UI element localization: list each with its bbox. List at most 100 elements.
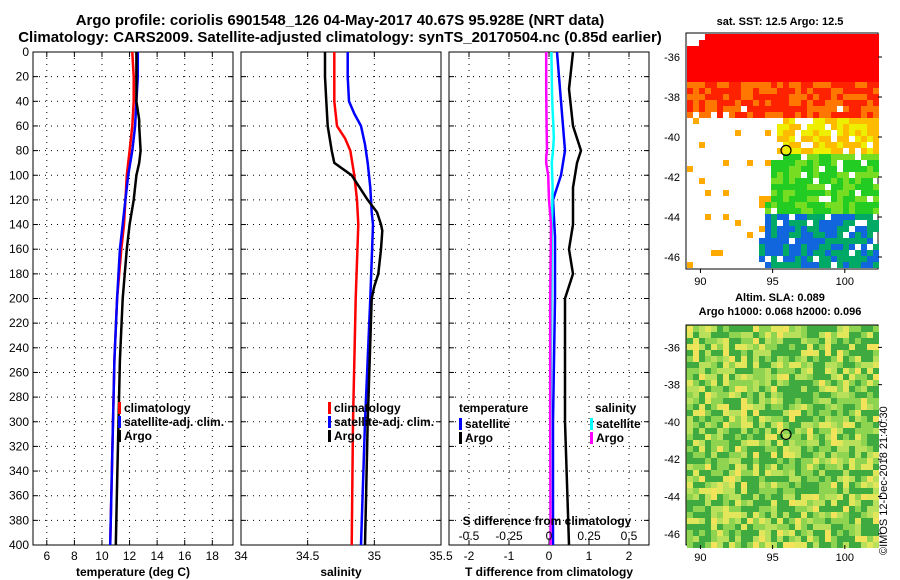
map-cell: [729, 386, 735, 392]
map-cell: [747, 88, 753, 94]
map-cell: [861, 190, 867, 196]
map-cell: [843, 380, 849, 386]
map-cell: [801, 416, 807, 422]
map-cell: [771, 410, 777, 416]
map-cell: [867, 52, 873, 58]
map-cell: [855, 458, 861, 464]
map-cell: [717, 338, 723, 344]
top-axis-tick-label: 0: [546, 529, 553, 543]
map-cell: [825, 356, 831, 362]
map-cell: [867, 524, 873, 530]
map-cell: [687, 470, 693, 476]
map-cell: [849, 326, 855, 332]
map-cell: [729, 440, 735, 446]
map-cell: [813, 536, 819, 542]
map-cell: [801, 410, 807, 416]
map-cell: [867, 124, 873, 130]
map-cell: [873, 112, 879, 118]
map-cell: [789, 464, 795, 470]
map-cell: [765, 58, 771, 64]
map-cell: [861, 112, 867, 118]
map-cell: [867, 82, 873, 88]
map-cell: [705, 34, 711, 40]
top-axis-tick-label: -0.5: [459, 529, 480, 543]
x-tick-label: 6: [43, 549, 50, 563]
map-cell: [705, 344, 711, 350]
map-cell: [783, 262, 789, 268]
map-cell: [747, 512, 753, 518]
map-cell: [735, 326, 741, 332]
map-cell: [861, 374, 867, 380]
legend-swatch: [118, 430, 121, 442]
map-cell: [837, 488, 843, 494]
map-cell: [873, 518, 879, 524]
lat-tick-label: -36: [664, 52, 680, 64]
map-cell: [735, 410, 741, 416]
map-cell: [819, 332, 825, 338]
map-cell: [807, 530, 813, 536]
map-cell: [735, 458, 741, 464]
map-cell: [783, 428, 789, 434]
map-cell: [741, 494, 747, 500]
map-cell: [741, 524, 747, 530]
map-cell: [873, 184, 879, 190]
map-cell: [783, 440, 789, 446]
map-cell: [837, 398, 843, 404]
map-cell: [855, 506, 861, 512]
map-cell: [843, 118, 849, 124]
map-cell: [699, 494, 705, 500]
map-cell: [873, 226, 879, 232]
x-tick-label: 35.5: [429, 549, 453, 563]
map-cell: [789, 166, 795, 172]
map-cell: [819, 178, 825, 184]
map-cell: [705, 506, 711, 512]
map-cell: [747, 410, 753, 416]
map-cell: [783, 380, 789, 386]
map-cell: [783, 332, 789, 338]
map-cell: [711, 344, 717, 350]
map-cell: [789, 250, 795, 256]
map-cell: [831, 386, 837, 392]
map-cell: [777, 58, 783, 64]
map-cell: [801, 530, 807, 536]
map-cell: [777, 440, 783, 446]
map-cell: [783, 392, 789, 398]
map-cell: [837, 476, 843, 482]
map-cell: [777, 244, 783, 250]
map-cell: [867, 368, 873, 374]
map-cell: [807, 332, 813, 338]
map-cell: [693, 428, 699, 434]
map-cell: [705, 434, 711, 440]
map-cell: [705, 530, 711, 536]
map-cell: [807, 488, 813, 494]
map-cell: [729, 422, 735, 428]
legend-label: Argo: [596, 431, 624, 445]
map-cell: [795, 148, 801, 154]
map-cell: [831, 374, 837, 380]
map-cell: [771, 220, 777, 226]
map-cell: [801, 332, 807, 338]
map-cell: [759, 94, 765, 100]
map-cell: [855, 398, 861, 404]
map-cell: [861, 166, 867, 172]
map-cell: [819, 470, 825, 476]
map-cell: [849, 512, 855, 518]
map-cell: [867, 488, 873, 494]
map-cell: [855, 46, 861, 52]
map-cell: [831, 196, 837, 202]
map-cell: [873, 166, 879, 172]
legend-label: Argo: [334, 429, 362, 443]
map-cell: [741, 434, 747, 440]
map-cell: [789, 494, 795, 500]
map-cell: [873, 398, 879, 404]
map-cell: [693, 542, 699, 548]
map-cell: [771, 34, 777, 40]
map-cell: [729, 410, 735, 416]
map-cell: [867, 226, 873, 232]
map-cell: [807, 464, 813, 470]
map-cell: [699, 326, 705, 332]
map-cell: [705, 362, 711, 368]
map-cell: [729, 70, 735, 76]
legend-swatch: [590, 418, 593, 430]
map-cell: [759, 530, 765, 536]
